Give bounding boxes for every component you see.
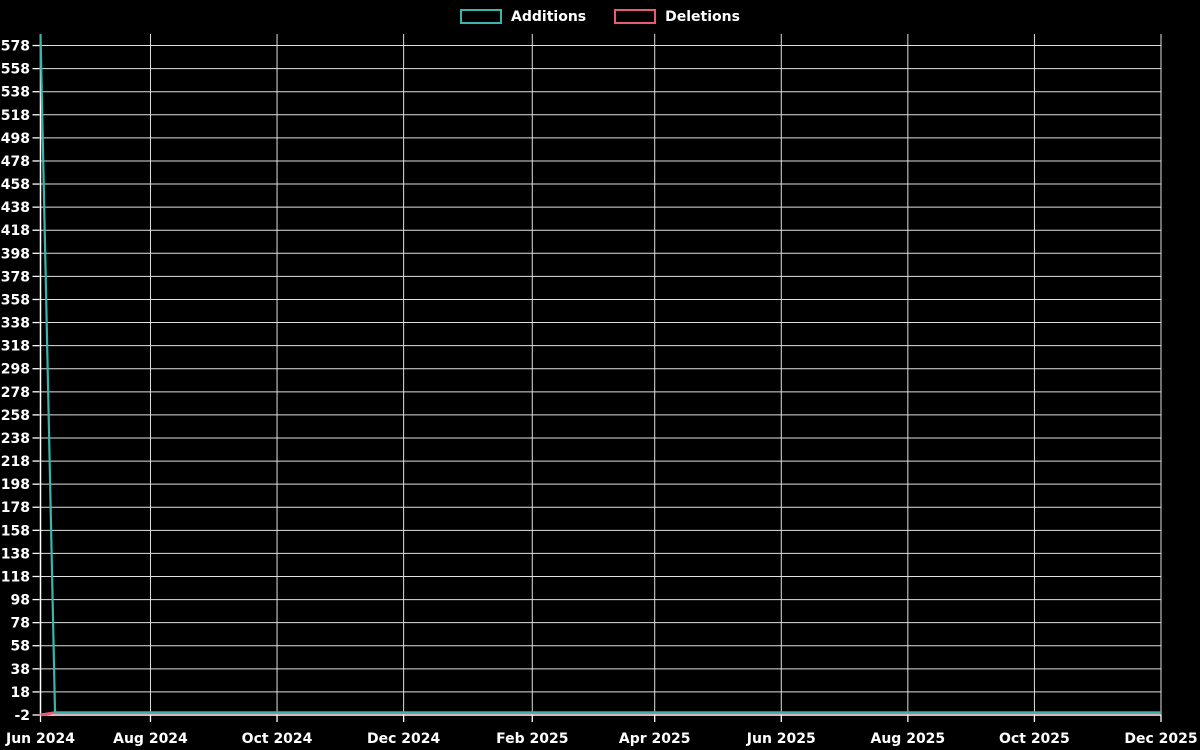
gridlines bbox=[40, 34, 1162, 716]
y-tick-label: 378 bbox=[1, 269, 30, 285]
tick-marks bbox=[32, 44, 1162, 722]
y-tick-label: 338 bbox=[1, 316, 30, 332]
y-tick-label: -2 bbox=[14, 708, 30, 724]
x-tick-label: Oct 2025 bbox=[999, 731, 1070, 747]
y-tick-label: 278 bbox=[1, 385, 30, 401]
y-tick-label: 78 bbox=[11, 616, 30, 632]
x-tick-label: Jun 2024 bbox=[5, 731, 75, 747]
y-tick-label: 558 bbox=[1, 62, 30, 78]
y-tick-label: 58 bbox=[11, 639, 30, 655]
x-tick-label: Dec 2025 bbox=[1124, 731, 1197, 747]
y-tick-label: 98 bbox=[11, 593, 30, 609]
axis-labels: -2 18 38 58 78 98 118 138 158 178 198 218 238 258 278 2… bbox=[1, 39, 1198, 747]
y-tick-label: 458 bbox=[1, 177, 30, 193]
y-tick-label: 118 bbox=[1, 569, 30, 585]
y-tick-label: 318 bbox=[1, 339, 30, 355]
x-tick-label: Aug 2024 bbox=[113, 731, 188, 747]
x-tick-label: Apr 2025 bbox=[619, 731, 691, 747]
chart-legend: Additions Deletions bbox=[0, 9, 1200, 24]
y-tick-label: 398 bbox=[1, 246, 30, 262]
series-line-additions bbox=[39, 33, 1161, 714]
y-tick-label: 138 bbox=[1, 546, 30, 562]
legend-item-additions: Additions bbox=[460, 9, 586, 24]
y-tick-label: 178 bbox=[1, 500, 30, 516]
y-tick-label: 158 bbox=[1, 523, 30, 539]
x-tick-label: Feb 2025 bbox=[496, 731, 568, 747]
x-tick-label: Dec 2024 bbox=[367, 731, 441, 747]
y-tick-label: 538 bbox=[1, 85, 30, 101]
legend-label-additions: Additions bbox=[511, 8, 587, 25]
y-tick-label: 418 bbox=[1, 223, 30, 239]
y-tick-label: 358 bbox=[1, 292, 30, 308]
x-tick-label: Jun 2025 bbox=[746, 731, 816, 747]
y-tick-label: 218 bbox=[1, 454, 30, 470]
y-tick-label: 518 bbox=[1, 108, 30, 124]
x-tick-label: Aug 2025 bbox=[871, 731, 946, 747]
x-tick-label: Oct 2024 bbox=[242, 731, 313, 747]
axis-border bbox=[39, 34, 1161, 716]
y-tick-label: 438 bbox=[1, 200, 30, 216]
additions-swatch-icon bbox=[460, 9, 503, 24]
y-tick-label: 238 bbox=[1, 431, 30, 447]
y-tick-label: 298 bbox=[1, 362, 30, 378]
y-tick-label: 478 bbox=[1, 154, 30, 170]
y-tick-label: 198 bbox=[1, 477, 30, 493]
legend-item-deletions: Deletions bbox=[614, 9, 740, 24]
y-tick-label: 498 bbox=[1, 131, 30, 147]
y-tick-label: 578 bbox=[1, 39, 30, 55]
legend-label-deletions: Deletions bbox=[665, 8, 740, 25]
y-tick-label: 38 bbox=[11, 662, 30, 678]
y-tick-label: 258 bbox=[1, 408, 30, 424]
y-tick-label: 18 bbox=[11, 685, 30, 701]
deletions-swatch-icon bbox=[614, 9, 657, 24]
